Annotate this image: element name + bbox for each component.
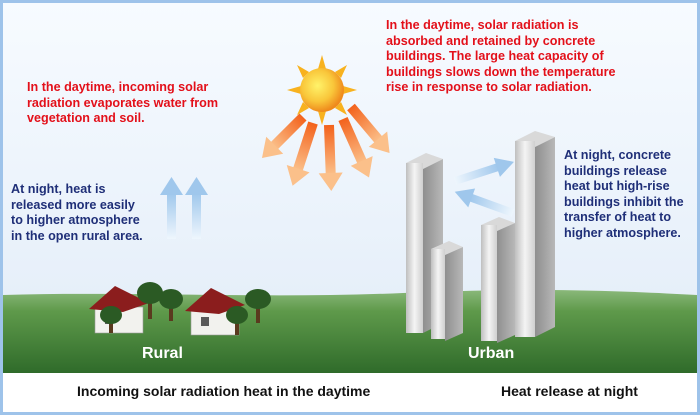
scene-illustration (3, 55, 697, 402)
rural-night-arrows (160, 177, 208, 239)
annotation-night-urban: At night, concrete buildings release hea… (564, 148, 684, 240)
annotation-night-rural: At night, heat is released more easily t… (11, 182, 143, 243)
urban-night-arrows (453, 157, 515, 217)
annotation-day-rural: In the daytime, incoming solar radiation… (27, 80, 219, 126)
annotation-day-urban: In the daytime, solar radiation is absor… (386, 18, 616, 95)
legend-solar-label: Incoming solar radiation heat in the day… (77, 383, 371, 399)
legend-night-label: Heat release at night (501, 383, 638, 399)
sun-icon (287, 55, 357, 125)
rural-trees (100, 282, 271, 335)
solar-ray-arrows (261, 103, 390, 191)
rural-label: Rural (142, 345, 183, 362)
urban-label: Urban (468, 345, 515, 362)
legend: Incoming solar radiation heat in the day… (3, 373, 697, 412)
urban-buildings (406, 131, 555, 343)
